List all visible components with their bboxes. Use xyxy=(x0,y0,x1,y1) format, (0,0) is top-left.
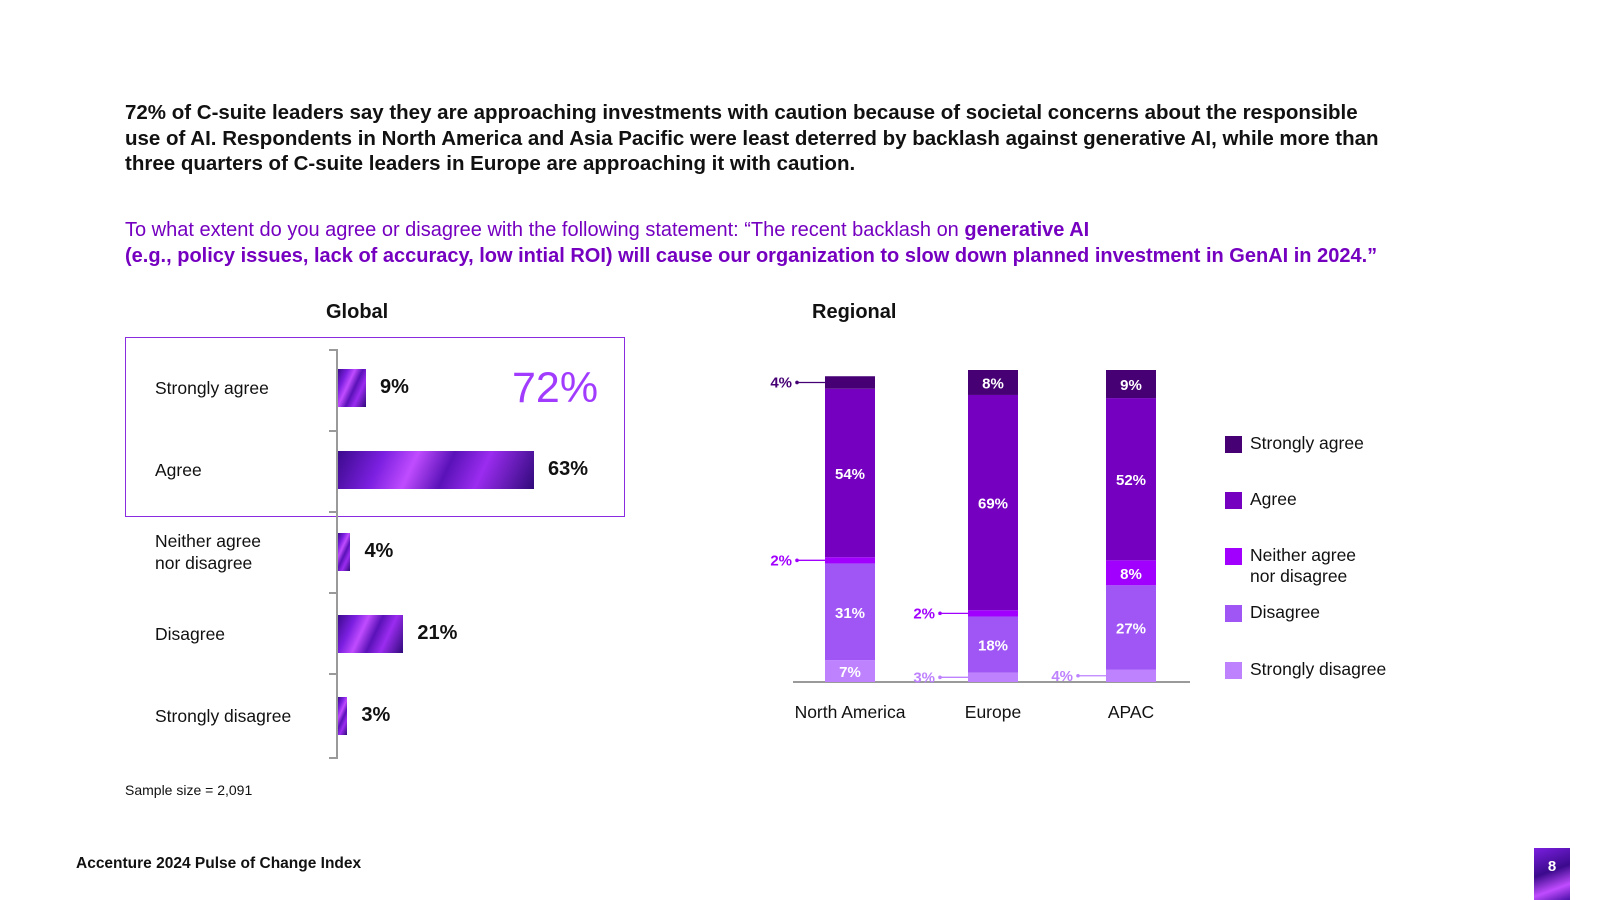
regional-bar-segment xyxy=(968,394,1018,611)
axis-tick xyxy=(329,592,337,594)
global-category-label-line: Disagree xyxy=(155,624,226,644)
regional-value-label: 7% xyxy=(839,664,861,681)
global-title: Global xyxy=(326,301,389,323)
regional-bar-segment xyxy=(968,610,1018,617)
regional-value-label: 8% xyxy=(1120,566,1142,583)
legend-label-line: Agree xyxy=(1250,489,1297,509)
global-bar xyxy=(338,533,351,571)
axis-tick xyxy=(329,511,337,513)
regional-leader-dot xyxy=(938,611,942,616)
legend-swatch xyxy=(1225,548,1242,565)
global-value-label: 4% xyxy=(364,540,394,562)
regional-leader-dot xyxy=(1076,673,1080,678)
survey-question: To what extent do you agree or disagree … xyxy=(125,217,1445,269)
global-bar xyxy=(338,451,534,489)
global-category-label-line: Strongly agree xyxy=(155,378,269,398)
global-bar xyxy=(338,369,366,407)
legend-label-line: Neither agree xyxy=(1250,545,1357,565)
legend-swatch xyxy=(1225,492,1242,509)
regional-bar-segment xyxy=(1106,398,1156,561)
regional-leader-dot xyxy=(795,380,799,385)
global-value-label: 21% xyxy=(417,622,458,644)
global-category-label-line: Strongly disagree xyxy=(155,706,292,726)
sample-size: Sample size = 2,091 xyxy=(125,782,253,798)
agree-highlight-box xyxy=(125,337,625,517)
regional-bar-segment xyxy=(1106,370,1156,399)
global-category-label: Disagree xyxy=(155,623,225,645)
global-category-label-line: Agree xyxy=(155,460,202,480)
legend-swatch xyxy=(1225,436,1242,453)
regional-value-label: 69% xyxy=(978,496,1008,513)
regional-value-label: 18% xyxy=(978,638,1008,655)
regional-leader-dot xyxy=(795,558,799,563)
agree-total-value: 72% xyxy=(512,364,599,412)
regional-title: Regional xyxy=(812,301,897,323)
legend-swatch xyxy=(1225,605,1242,622)
regional-bar-segment xyxy=(1106,585,1156,670)
legend-label: Strongly agree xyxy=(1250,433,1364,454)
axis-tick xyxy=(329,430,337,432)
global-value-label: 9% xyxy=(380,376,409,398)
regional-bar-segment xyxy=(1106,560,1156,586)
global-bar xyxy=(338,697,348,735)
legend-label: Strongly disagree xyxy=(1250,659,1386,680)
legend-label-line: Strongly agree xyxy=(1250,433,1364,453)
axis-tick xyxy=(329,349,337,351)
regional-bar-segment xyxy=(825,376,875,389)
regional-value-label: 9% xyxy=(1120,377,1142,394)
legend-label-line: Strongly disagree xyxy=(1250,659,1387,679)
question-text: To what extent do you agree or disagree … xyxy=(125,219,965,241)
regional-bar-segment xyxy=(968,672,1018,682)
axis-tick xyxy=(329,673,337,675)
legend-swatch xyxy=(1225,662,1242,679)
global-bar xyxy=(338,615,404,653)
global-value-label: 3% xyxy=(361,704,391,726)
legend-label: Neither agree nor disagree xyxy=(1250,545,1356,587)
regional-value-label: 54% xyxy=(835,466,865,483)
legend-label: Disagree xyxy=(1250,602,1320,623)
regional-bar-segment xyxy=(968,616,1018,673)
regional-bar-segment xyxy=(1106,669,1156,682)
regional-value-label: 52% xyxy=(1116,472,1146,489)
footer-source: Accenture 2024 Pulse of Change Index xyxy=(76,855,362,872)
global-category-label: Neither agree nor disagree xyxy=(155,530,261,574)
legend-label-line: Disagree xyxy=(1250,602,1321,622)
regional-value-label: 31% xyxy=(835,605,865,622)
regional-leader-dot xyxy=(938,675,942,680)
regional-value-label: 4% xyxy=(770,374,792,391)
regional-value-label: 2% xyxy=(913,605,935,622)
regional-bar-segment xyxy=(825,563,875,661)
global-axis xyxy=(336,349,338,759)
regional-category-label: APAC xyxy=(1108,702,1154,722)
regional-value-label: 8% xyxy=(982,375,1004,392)
page-number: 8 xyxy=(1534,848,1570,900)
regional-value-label: 3% xyxy=(913,669,935,686)
regional-bar-segment xyxy=(825,660,875,682)
regional-value-label: 2% xyxy=(770,552,792,569)
question-bold-term: generative AI xyxy=(964,219,1090,241)
regional-category-label: Europe xyxy=(965,702,1021,722)
regional-bar-segment xyxy=(825,557,875,564)
global-category-label: Strongly agree xyxy=(155,377,269,399)
legend-label-line: nor disagree xyxy=(1250,566,1348,586)
regional-value-label: 27% xyxy=(1116,620,1146,637)
axis-tick xyxy=(329,757,337,759)
regional-category-label: North America xyxy=(795,702,906,722)
regional-bar-segment xyxy=(825,388,875,558)
question-bold-detail: (e.g., policy issues, lack of accuracy, … xyxy=(125,245,1378,267)
global-category-label: Agree xyxy=(155,459,202,481)
global-category-label-line: nor disagree xyxy=(155,553,253,573)
global-category-label-line: Neither agree xyxy=(155,531,262,551)
global-value-label: 63% xyxy=(548,458,589,480)
regional-bar-segment xyxy=(968,370,1018,395)
global-category-label: Strongly disagree xyxy=(155,705,291,727)
headline: 72% of C-suite leaders say they are appr… xyxy=(125,101,1379,175)
regional-value-label: 4% xyxy=(1051,668,1073,685)
legend-label: Agree xyxy=(1250,489,1297,510)
